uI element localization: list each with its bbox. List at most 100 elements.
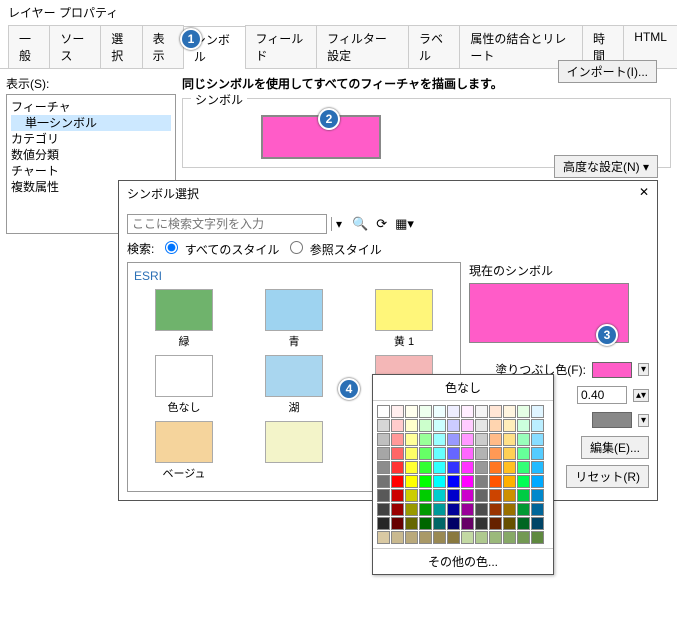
outline-color-dropdown[interactable]: ▾	[638, 414, 649, 427]
color-cell-6[interactable]	[461, 405, 474, 418]
color-cell-58[interactable]	[517, 461, 530, 474]
color-cell-83[interactable]	[531, 489, 544, 502]
color-cell-31[interactable]	[475, 433, 488, 446]
color-cell-112[interactable]	[433, 531, 446, 544]
color-cell-76[interactable]	[433, 489, 446, 502]
color-cell-4[interactable]	[433, 405, 446, 418]
color-cell-110[interactable]	[405, 531, 418, 544]
color-cell-66[interactable]	[461, 475, 474, 488]
tab-2[interactable]: 選択	[100, 25, 142, 68]
color-cell-47[interactable]	[531, 447, 544, 460]
color-cell-10[interactable]	[517, 405, 530, 418]
color-cell-12[interactable]	[377, 419, 390, 432]
color-cell-0[interactable]	[377, 405, 390, 418]
color-cell-93[interactable]	[503, 503, 516, 516]
color-cell-49[interactable]	[391, 461, 404, 474]
color-cell-2[interactable]	[405, 405, 418, 418]
all-styles-radio[interactable]: すべてのスタイル	[160, 238, 279, 258]
color-cell-63[interactable]	[419, 475, 432, 488]
color-cell-82[interactable]	[517, 489, 530, 502]
color-cell-90[interactable]	[461, 503, 474, 516]
color-cell-88[interactable]	[433, 503, 446, 516]
swatch-2[interactable]: 黄 1	[354, 289, 454, 349]
color-cell-85[interactable]	[391, 503, 404, 516]
tab-6[interactable]: フィルター設定	[316, 25, 409, 68]
color-cell-55[interactable]	[475, 461, 488, 474]
color-cell-33[interactable]	[503, 433, 516, 446]
color-cell-64[interactable]	[433, 475, 446, 488]
color-cell-8[interactable]	[489, 405, 502, 418]
tree-item-4[interactable]: チャート	[11, 163, 171, 179]
tree-item-2[interactable]: カテゴリ	[11, 131, 171, 147]
color-cell-43[interactable]	[475, 447, 488, 460]
color-cell-20[interactable]	[489, 419, 502, 432]
color-cell-24[interactable]	[377, 433, 390, 446]
color-cell-100[interactable]	[433, 517, 446, 530]
color-cell-119[interactable]	[531, 531, 544, 544]
color-cell-16[interactable]	[433, 419, 446, 432]
color-cell-92[interactable]	[489, 503, 502, 516]
color-cell-19[interactable]	[475, 419, 488, 432]
outline-color-swatch[interactable]	[592, 412, 632, 428]
color-cell-23[interactable]	[531, 419, 544, 432]
color-cell-81[interactable]	[503, 489, 516, 502]
edit-button[interactable]: 編集(E)...	[581, 436, 649, 459]
view-mode-icon[interactable]: ▦▾	[393, 216, 416, 232]
color-cell-102[interactable]	[461, 517, 474, 530]
color-cell-53[interactable]	[447, 461, 460, 474]
color-cell-1[interactable]	[391, 405, 404, 418]
color-cell-74[interactable]	[405, 489, 418, 502]
color-cell-7[interactable]	[475, 405, 488, 418]
color-cell-62[interactable]	[405, 475, 418, 488]
search-input[interactable]	[127, 214, 327, 234]
dropdown-icon[interactable]: ▾	[331, 217, 346, 231]
color-cell-61[interactable]	[391, 475, 404, 488]
color-cell-22[interactable]	[517, 419, 530, 432]
color-cell-75[interactable]	[419, 489, 432, 502]
color-cell-103[interactable]	[475, 517, 488, 530]
color-cell-3[interactable]	[419, 405, 432, 418]
color-cell-15[interactable]	[419, 419, 432, 432]
color-cell-18[interactable]	[461, 419, 474, 432]
color-cell-50[interactable]	[405, 461, 418, 474]
import-button[interactable]: インポート(I)...	[558, 60, 657, 83]
color-cell-41[interactable]	[447, 447, 460, 460]
color-cell-17[interactable]	[447, 419, 460, 432]
color-cell-54[interactable]	[461, 461, 474, 474]
color-cell-44[interactable]	[489, 447, 502, 460]
color-cell-37[interactable]	[391, 447, 404, 460]
swatch-6[interactable]: ベージュ	[134, 421, 234, 481]
color-cell-26[interactable]	[405, 433, 418, 446]
swatch-1[interactable]: 青	[244, 289, 344, 349]
color-cell-104[interactable]	[489, 517, 502, 530]
width-input[interactable]	[577, 386, 627, 404]
color-cell-39[interactable]	[419, 447, 432, 460]
color-cell-78[interactable]	[461, 489, 474, 502]
width-stepper[interactable]: ▴▾	[633, 389, 649, 402]
color-cell-14[interactable]	[405, 419, 418, 432]
close-icon[interactable]: ✕	[639, 185, 649, 202]
color-cell-94[interactable]	[517, 503, 530, 516]
tree-item-3[interactable]: 数値分類	[11, 147, 171, 163]
tab-7[interactable]: ラベル	[408, 25, 460, 68]
color-cell-46[interactable]	[517, 447, 530, 460]
color-cell-79[interactable]	[475, 489, 488, 502]
color-cell-11[interactable]	[531, 405, 544, 418]
color-cell-68[interactable]	[489, 475, 502, 488]
tab-1[interactable]: ソース	[49, 25, 101, 68]
color-cell-48[interactable]	[377, 461, 390, 474]
color-cell-30[interactable]	[461, 433, 474, 446]
color-cell-106[interactable]	[517, 517, 530, 530]
color-cell-40[interactable]	[433, 447, 446, 460]
color-cell-87[interactable]	[419, 503, 432, 516]
color-cell-73[interactable]	[391, 489, 404, 502]
color-cell-80[interactable]	[489, 489, 502, 502]
color-cell-118[interactable]	[517, 531, 530, 544]
tree-item-0[interactable]: フィーチャ	[11, 99, 171, 115]
color-cell-27[interactable]	[419, 433, 432, 446]
fill-color-dropdown[interactable]: ▾	[638, 363, 649, 376]
color-cell-36[interactable]	[377, 447, 390, 460]
swatch-7[interactable]	[244, 421, 344, 481]
color-cell-108[interactable]	[377, 531, 390, 544]
color-cell-70[interactable]	[517, 475, 530, 488]
